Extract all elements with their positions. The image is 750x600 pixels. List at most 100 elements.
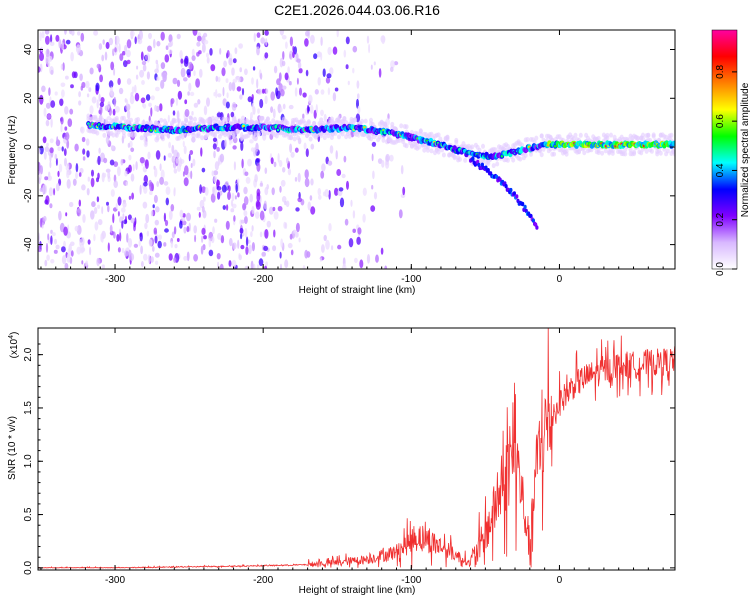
spectrogram-halo-mark: [161, 132, 165, 138]
spectrogram-noise-mark: [288, 104, 294, 110]
spectrogram-noise-mark: [372, 170, 375, 180]
spectrogram-noise-mark: [39, 52, 44, 62]
spectrogram-noise-mark: [194, 234, 197, 243]
spectrogram-noise-mark: [79, 167, 84, 174]
spectrogram-noise-mark: [256, 32, 261, 38]
spectrogram-noise-mark: [140, 245, 144, 255]
spectrogram-ridge-peak: [149, 129, 153, 132]
spectrogram-noise-mark: [202, 244, 206, 250]
spectrogram-noise-mark: [203, 39, 209, 45]
spectrogram-noise-mark: [192, 30, 198, 36]
spectrogram-noise-mark: [80, 126, 85, 134]
spectrogram-noise-mark: [61, 42, 65, 51]
spectrogram-halo-mark: [342, 116, 347, 121]
spectrogram-noise-mark: [198, 50, 202, 55]
spectrogram-noise-mark: [130, 217, 135, 224]
spectrogram-noise-mark: [145, 54, 148, 60]
spectrogram-noise-mark: [226, 92, 229, 99]
spectrogram-noise-mark: [80, 85, 84, 91]
spectrogram-noise-mark: [251, 206, 255, 215]
spectrogram-noise-mark: [109, 159, 115, 166]
spectrogram-noise-mark: [78, 199, 82, 207]
spectrogram-noise-mark: [323, 113, 327, 122]
spectrogram-noise-mark: [63, 226, 68, 236]
spectrogram-noise-mark: [201, 227, 206, 235]
spectrogram-noise-mark: [297, 197, 303, 203]
spectrogram-noise-mark: [135, 74, 139, 80]
spectrogram-noise-mark: [338, 187, 344, 192]
spectrogram-tail-mark: [515, 194, 519, 199]
spectrogram-noise-mark: [60, 82, 66, 88]
spectrogram-x-label: Height of straight line (km): [299, 285, 416, 296]
spectrogram-noise-mark: [78, 172, 82, 177]
spectrogram-noise-mark: [250, 231, 253, 238]
spectrogram-noise-mark: [197, 35, 202, 42]
spectrogram-noise-mark: [348, 238, 354, 248]
spectrogram-noise-mark: [189, 150, 194, 155]
spectrogram-noise-mark: [320, 52, 323, 61]
spectrogram-noise-mark: [254, 174, 258, 183]
spectrogram-noise-mark: [242, 203, 247, 211]
spectrogram-noise-mark: [227, 191, 231, 200]
spectrogram-noise-mark: [122, 213, 125, 220]
spectrogram-noise-mark: [266, 184, 270, 190]
spectrogram-noise-mark: [179, 220, 183, 229]
spectrogram-noise-mark: [107, 242, 110, 252]
spectrogram-tail-mark: [535, 225, 539, 230]
spectrogram-noise-mark: [214, 218, 218, 223]
spectrogram-noise-mark: [225, 101, 230, 109]
spectrogram-noise-mark: [93, 207, 98, 214]
spectrogram-noise-mark: [206, 57, 210, 64]
spectrogram-noise-mark: [236, 178, 240, 184]
spectrogram-tail-mark: [512, 191, 517, 196]
spectrogram-noise-mark: [98, 93, 101, 102]
spectrogram-noise-mark: [71, 30, 75, 36]
spectrogram-noise-mark: [141, 80, 145, 85]
colorbar-ticks: 0.0 0.2 0.4 0.6 0.8: [715, 64, 737, 276]
spectrogram-noise-mark: [82, 148, 86, 155]
spectrogram-noise-mark: [61, 89, 65, 98]
spectrogram-noise-mark: [272, 108, 276, 119]
spectrogram-noise-mark: [129, 94, 135, 105]
spectrogram-noise-mark: [286, 157, 289, 164]
spectrogram-noise-mark: [225, 220, 230, 230]
spectrogram-noise-mark: [117, 196, 122, 206]
spectrogram-noise-mark: [127, 238, 133, 248]
spectrogram-noise-mark: [119, 232, 122, 242]
spectrogram-noise-mark: [110, 189, 115, 197]
spectrogram-noise-mark: [159, 163, 162, 171]
spectrogram-noise-mark: [61, 246, 66, 253]
spectrogram-noise-mark: [277, 206, 283, 212]
spectrogram-noise-mark: [211, 170, 215, 177]
spectrogram-noise-mark: [89, 105, 94, 115]
spectrogram-x-tick-label: -300: [105, 274, 125, 285]
spectrogram-noise-mark: [117, 77, 121, 86]
spectrogram-noise-mark: [278, 160, 283, 167]
spectrogram-halo-mark: [436, 132, 441, 138]
spectrogram-noise-mark: [50, 100, 56, 108]
snr-y-tick-label: 2.0: [23, 347, 34, 361]
spectrogram-noise-mark: [210, 64, 216, 72]
spectrogram-noise-mark: [273, 161, 277, 168]
spectrogram-noise-mark: [116, 234, 120, 242]
spectrogram-noise-mark: [128, 154, 132, 161]
spectrogram-noise-mark: [126, 233, 129, 243]
spectrogram-noise-mark: [215, 89, 218, 99]
spectrogram-noise-mark: [144, 159, 149, 170]
spectrogram-noise-mark: [251, 77, 254, 85]
spectrogram-noise-mark: [66, 179, 71, 189]
spectrogram-noise-mark: [294, 147, 299, 153]
spectrogram-noise-mark: [180, 58, 184, 64]
snr-x-tick-label: 0: [557, 575, 563, 586]
spectrogram-noise-mark: [96, 257, 100, 267]
spectrogram-noise-mark: [272, 206, 276, 212]
spectrogram-noise-mark: [77, 31, 81, 36]
spectrogram-noise-mark: [134, 36, 137, 45]
spectrogram-noise-mark: [317, 188, 322, 196]
spectrogram-noise-mark: [322, 68, 326, 77]
spectrogram-x-tick-label: 0: [557, 274, 563, 285]
spectrogram-noise-mark: [357, 227, 362, 235]
spectrogram-noise-mark: [108, 37, 114, 46]
snr-y-tick-label: 1.0: [23, 454, 34, 468]
spectrogram-noise-mark: [82, 156, 86, 161]
